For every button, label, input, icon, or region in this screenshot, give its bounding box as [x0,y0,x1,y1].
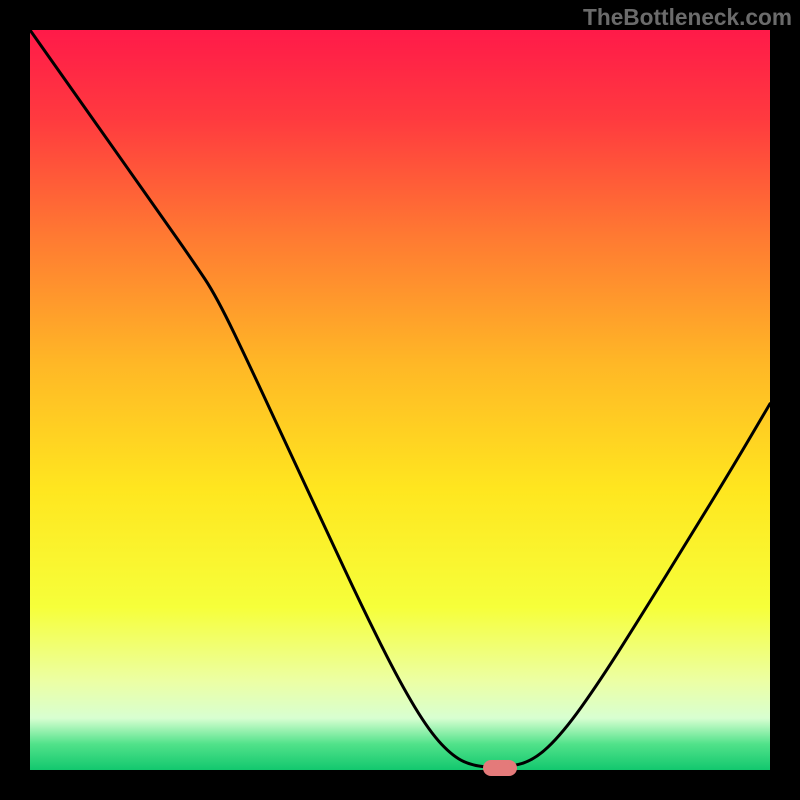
gradient-background [30,30,770,770]
chart-frame: TheBottleneck.com [0,0,800,800]
chart-svg [30,30,770,770]
optimum-marker [483,760,516,776]
watermark-text: TheBottleneck.com [583,4,792,31]
plot-area [30,30,770,770]
